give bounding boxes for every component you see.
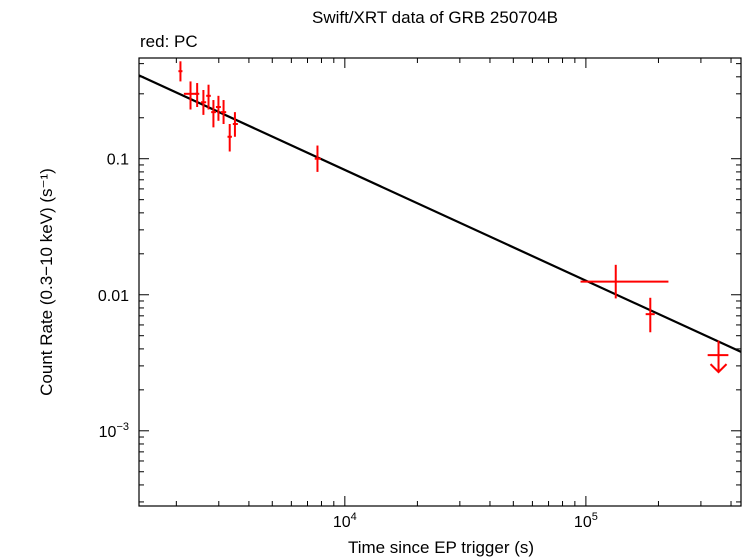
y-axis-label: Count Rate (0.3−10 keV) (s⁻¹) <box>37 168 56 396</box>
upper-limit-arrow <box>709 363 728 374</box>
data-point <box>178 61 183 82</box>
model-fit-line <box>138 74 742 353</box>
data-point <box>183 81 198 110</box>
chart-subtitle: red: PC <box>140 32 198 51</box>
y-tick-label: 0.01 <box>98 288 129 305</box>
upper-limit-point <box>707 340 729 374</box>
data-point <box>211 100 216 128</box>
plot-frame <box>138 57 742 507</box>
y-tick-label: 10−3 <box>99 421 129 441</box>
data-point <box>232 112 238 137</box>
data-point <box>645 297 655 333</box>
data-point <box>215 95 221 121</box>
chart-title: Swift/XRT data of GRB 250704B <box>312 8 558 27</box>
data-point <box>220 100 227 124</box>
axis-ticks: 104 105 0.1 0.01 10−3 <box>98 58 741 531</box>
data-point <box>227 123 232 152</box>
data-points <box>178 61 729 374</box>
data-point <box>206 84 211 110</box>
y-tick-label: 0.1 <box>107 152 129 169</box>
data-point <box>314 145 321 172</box>
x-tick-label: 105 <box>574 511 598 531</box>
data-point <box>194 83 200 107</box>
data-point <box>200 89 207 115</box>
x-tick-label: 104 <box>333 511 357 531</box>
x-axis-label: Time since EP trigger (s) <box>348 538 534 557</box>
model-line <box>138 74 742 353</box>
data-point <box>580 264 669 299</box>
